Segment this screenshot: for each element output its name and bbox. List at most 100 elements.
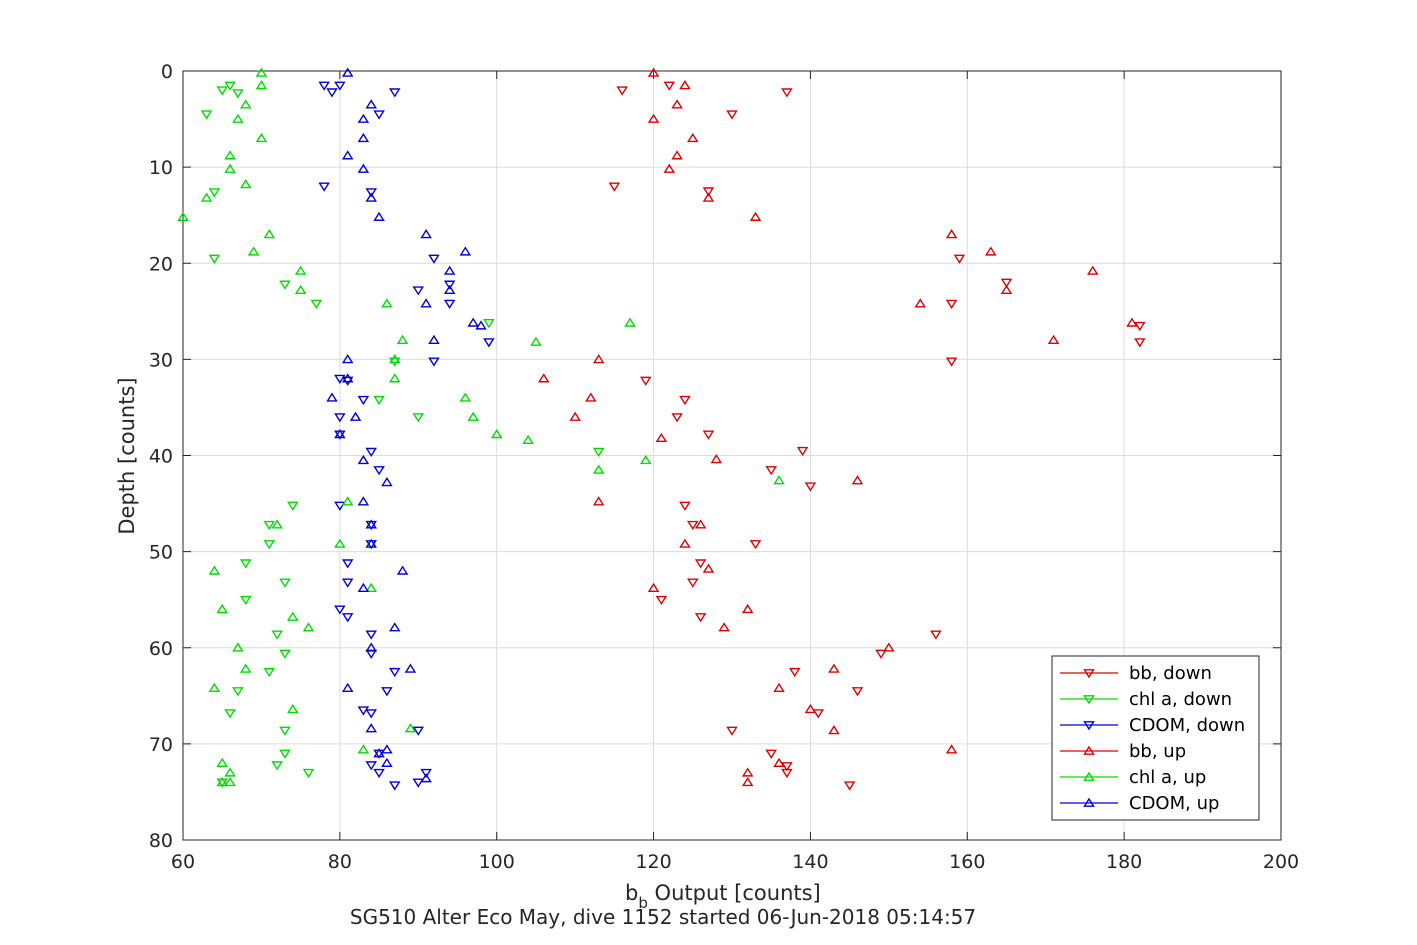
data-point-chl-a-down	[310, 299, 323, 309]
data-point-bb-down	[687, 578, 699, 588]
data-point-chl-a-up	[239, 663, 252, 673]
data-point-bb-down	[671, 413, 683, 423]
y-tick-label: 0	[161, 61, 173, 83]
data-point-chl-a-up	[216, 757, 228, 767]
data-point-chl-a-down	[263, 520, 276, 531]
data-point-chl-a-down	[388, 357, 401, 367]
data-point-bb-down	[843, 781, 856, 791]
data-point-cdom-down	[388, 781, 401, 791]
data-point-cdom-up	[365, 519, 377, 529]
data-point-bb-down	[953, 254, 966, 264]
data-point-cdom-down	[443, 280, 456, 290]
data-point-cdom-up	[326, 392, 338, 402]
y-tick-label: 60	[149, 638, 173, 660]
data-point-bb-up	[679, 80, 691, 90]
data-point-cdom-up	[373, 748, 385, 758]
data-point-bb-down	[788, 667, 801, 678]
data-point-chl-a-up	[302, 622, 315, 632]
data-point-bb-down	[781, 768, 793, 779]
data-point-chl-a-up	[247, 246, 260, 256]
data-point-cdom-up	[341, 354, 354, 364]
data-point-chl-a-up	[404, 723, 417, 733]
data-point-cdom-up	[357, 132, 370, 143]
data-point-bb-down	[655, 595, 668, 606]
data-point-bb-down	[702, 430, 715, 440]
data-point-chl-a-up	[216, 603, 228, 614]
legend-marker-cdom-up	[1083, 797, 1095, 807]
legend-marker-chl-a-up	[1083, 771, 1095, 781]
data-point-bb-up	[538, 373, 550, 383]
data-point-cdom-up	[420, 773, 432, 783]
data-point-cdom-up	[467, 317, 479, 327]
y-axis-label: Depth [counts]	[115, 377, 139, 534]
data-point-cdom-up	[381, 757, 393, 767]
data-point-cdom-up	[357, 582, 370, 593]
data-point-bb-up	[655, 432, 668, 443]
data-point-bb-up	[749, 211, 762, 221]
data-point-cdom-down	[420, 768, 432, 779]
y-tick-label: 20	[149, 253, 173, 275]
data-point-chl-a-down	[216, 86, 228, 96]
x-tick-label: 160	[949, 851, 985, 873]
x-axis-label-main: b	[625, 881, 638, 905]
data-point-cdom-down	[357, 706, 370, 716]
data-point-bb-up	[985, 246, 997, 256]
data-point-chl-a-down	[592, 447, 605, 458]
y-tick-label: 10	[149, 157, 173, 179]
data-point-chl-a-down	[279, 749, 291, 759]
data-point-chl-a-up	[271, 519, 283, 529]
data-point-chl-a-down	[224, 81, 236, 91]
data-point-chl-a-down	[232, 89, 244, 99]
data-point-cdom-down	[428, 357, 440, 367]
data-point-chl-a-up	[255, 67, 268, 77]
data-point-cdom-up	[357, 454, 370, 465]
data-markers	[177, 67, 1146, 791]
data-point-chl-a-down	[287, 501, 299, 511]
data-point-bb-up	[828, 663, 840, 673]
data-point-bb-down	[726, 726, 738, 736]
x-tick-label: 100	[479, 851, 515, 873]
data-point-cdom-down	[412, 286, 425, 296]
data-point-cdom-up	[420, 229, 432, 239]
data-point-cdom-down	[334, 605, 346, 615]
data-point-chl-a-up	[224, 767, 236, 777]
data-point-bb-down	[765, 749, 777, 759]
data-point-chl-a-down	[279, 726, 291, 736]
data-point-chl-a-up	[490, 428, 503, 439]
x-tick-label: 200	[1263, 851, 1299, 873]
data-point-chl-a-up	[396, 334, 409, 344]
data-point-bb-up	[883, 642, 895, 652]
data-point-cdom-down	[388, 88, 401, 98]
data-point-bb-down	[945, 357, 958, 367]
data-point-bb-down	[726, 110, 738, 120]
data-point-bb-up	[647, 582, 660, 593]
data-point-bb-down	[663, 81, 676, 91]
x-axis-label-rest: Output [counts]	[648, 881, 821, 905]
data-point-cdom-down	[365, 761, 377, 771]
data-point-chl-a-down	[263, 667, 276, 678]
data-point-cdom-up	[334, 428, 346, 439]
data-point-chl-a-down	[279, 578, 291, 588]
data-point-cdom-down	[357, 395, 370, 406]
data-point-cdom-down	[334, 374, 346, 384]
data-point-bb-up	[702, 563, 715, 573]
data-point-bb-down	[945, 299, 958, 309]
data-point-chl-a-up	[624, 317, 636, 327]
data-point-bb-down	[608, 182, 621, 192]
data-point-cdom-down	[334, 413, 346, 423]
data-point-chl-a-down	[232, 687, 244, 697]
y-tick-label: 70	[149, 734, 173, 756]
data-point-cdom-down	[341, 376, 354, 386]
data-point-cdom-up	[357, 496, 370, 506]
x-tick-label: 120	[635, 851, 671, 873]
data-point-cdom-down	[373, 768, 385, 779]
data-point-bb-up	[804, 703, 817, 714]
data-point-bb-down	[679, 395, 691, 406]
data-point-chl-a-up	[200, 192, 213, 202]
data-point-chl-a-down	[208, 188, 221, 198]
data-point-chl-a-up	[224, 776, 236, 787]
data-point-chl-a-up	[208, 565, 221, 575]
data-point-chl-a-up	[467, 411, 479, 421]
data-point-bb-down	[875, 649, 887, 659]
data-point-bb-up	[647, 67, 660, 77]
